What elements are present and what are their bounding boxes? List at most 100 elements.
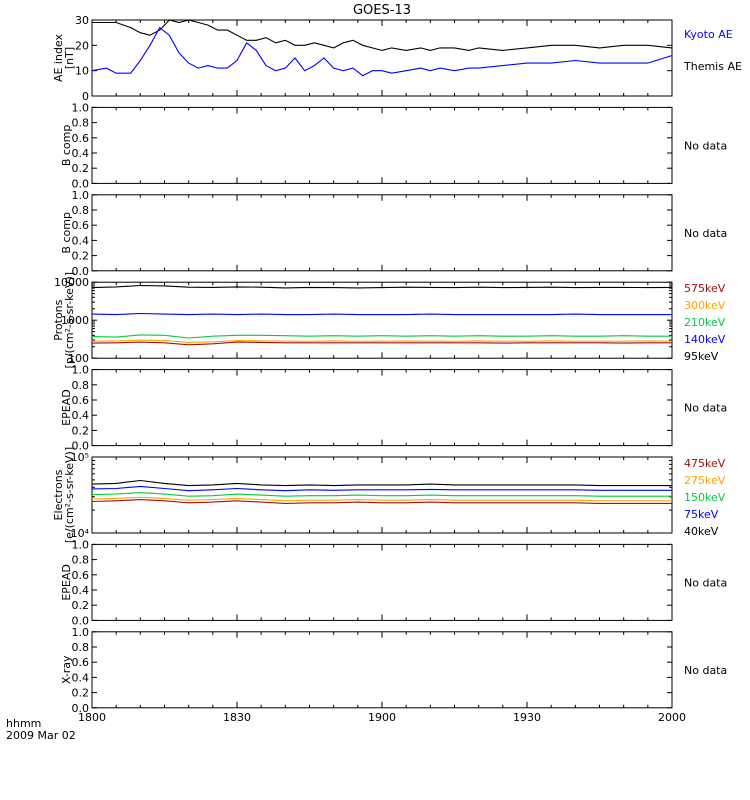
y-tick-label: 0.2 — [72, 599, 90, 612]
series-line — [92, 19, 673, 51]
x-tick-label: 1900 — [368, 711, 396, 724]
y-tick-label: 0.0 — [72, 177, 90, 190]
y-tick-label: 10000 — [54, 276, 89, 289]
y-tick-label: 20 — [75, 39, 89, 52]
panel-protons: 100 1000 10000 Protons[p/(cm²-s-sr-keV)] 575… — [52, 272, 726, 369]
y-tick-label: 0.2 — [72, 687, 90, 700]
y-tick-label: 0.4 — [72, 234, 90, 247]
y-tick-label: 1.0 — [72, 538, 90, 551]
y-tick-label: 0.4 — [72, 584, 90, 597]
y-tick-label: 0.2 — [72, 424, 90, 437]
y-tick-label: 0.8 — [72, 379, 90, 392]
legend-entry: 40keV — [684, 525, 719, 538]
legend-entry: 300keV — [684, 299, 726, 312]
y-tick-label: 10 — [75, 65, 89, 78]
series-line — [91, 26, 673, 77]
legend-entry: Kyoto AE — [684, 28, 733, 41]
y-axis-label: EPEAD — [60, 564, 73, 601]
panel-frame — [91, 631, 673, 709]
y-tick-label: 1000 — [61, 314, 89, 327]
y-axis-label: B comp — [60, 125, 73, 167]
panel-frame — [91, 19, 673, 97]
footer-date: 2009 Mar 02 — [6, 729, 76, 742]
legend-entry: 140keV — [684, 333, 726, 346]
y-tick-label: 0.8 — [72, 117, 90, 130]
y-tick-label: 0.0 — [72, 440, 90, 453]
y-tick-label: 0.0 — [72, 265, 90, 278]
panel-frame — [91, 106, 673, 184]
y-tick-label: 0.0 — [72, 702, 90, 715]
legend-entry: 210keV — [684, 316, 726, 329]
y-tick-label: 30 — [75, 14, 89, 27]
y-axis-label: [nT] — [63, 47, 76, 69]
y-tick-label: 0.8 — [72, 554, 90, 567]
x-tick-label: 1830 — [223, 711, 251, 724]
y-axis-label: AE index — [52, 33, 65, 82]
y-axis-label: X-ray — [60, 655, 73, 684]
x-tick-label: 1930 — [513, 711, 541, 724]
y-tick-label: 1.0 — [72, 364, 90, 377]
x-axis: 1800 1830 1900 1930 2000 — [78, 711, 686, 724]
series-line — [91, 339, 673, 343]
series-line — [91, 492, 672, 497]
panel-ae: 0 10 20 30 AE index[nT] Kyoto AE Themis AE — [52, 14, 742, 103]
y-tick-label: 0.8 — [72, 204, 90, 217]
y-axis-label: [e/(cm²-s-sr-keV)] — [63, 447, 76, 543]
legend-entry: 575keV — [684, 282, 726, 295]
legend-entry: 150keV — [684, 491, 726, 504]
series-line — [91, 341, 672, 346]
y-tick-label: 100 — [68, 352, 89, 365]
series-line — [91, 479, 672, 487]
y-tick-label: 0.6 — [72, 394, 90, 407]
y-tick-label: 0.2 — [72, 250, 90, 263]
y-tick-label: 0.6 — [72, 569, 90, 582]
x-tick-label: 2000 — [658, 711, 686, 724]
panel-xray: 0.0 0.2 0.4 0.6 0.8 1.0 X-ray No data — [60, 626, 727, 715]
y-tick-label: 10⁵ — [71, 451, 89, 464]
series-line — [91, 334, 672, 339]
y-axis-label: B comp — [60, 212, 73, 254]
y-axis-label: Electrons — [52, 469, 65, 520]
panel-frame — [91, 194, 673, 272]
series-line — [91, 312, 672, 316]
panel-frame — [91, 369, 673, 447]
legend-entry: 75keV — [684, 508, 719, 521]
panel-bcomp2: 0.0 0.2 0.4 0.6 0.8 1.0 B comp No data — [60, 189, 727, 278]
panel-electrons: 10⁴ 10⁵ Electrons[e/(cm²-s-sr-keV)] 475keV 2… — [52, 447, 726, 543]
panel-frame — [91, 281, 673, 359]
y-axis-label: EPEAD — [60, 389, 73, 426]
panel-bcomp1: 0.0 0.2 0.4 0.6 0.8 1.0 B comp No data — [60, 101, 727, 190]
y-tick-label: 0.2 — [72, 162, 90, 175]
y-tick-label: 1.0 — [72, 189, 90, 202]
no-data-label: No data — [684, 227, 727, 240]
panel-epead1: 0.0 0.2 0.4 0.6 0.8 1.0 EPEAD No data — [60, 364, 727, 453]
y-tick-label: 0 — [82, 90, 89, 103]
footer-hhmm: hhmm — [6, 717, 41, 730]
y-tick-label: 0.6 — [72, 656, 90, 669]
y-tick-label: 0.4 — [72, 147, 90, 160]
no-data-label: No data — [684, 402, 727, 415]
panel-frame — [91, 543, 673, 621]
legend-entry: 275keV — [684, 474, 726, 487]
series-line — [91, 499, 672, 504]
y-tick-label: 0.6 — [72, 132, 90, 145]
legend-entry: 95keV — [684, 350, 719, 363]
y-tick-label: 0.6 — [72, 219, 90, 232]
legend-entry: Themis AE — [683, 60, 742, 73]
y-tick-label: 0.4 — [72, 671, 90, 684]
y-tick-label: 0.8 — [72, 641, 90, 654]
legend-entry: 475keV — [684, 457, 726, 470]
figure-title: GOES-13 — [353, 3, 411, 18]
series-line — [91, 284, 673, 289]
no-data-label: No data — [684, 576, 727, 589]
y-axis-label: [p/(cm²-s-sr-keV)] — [63, 272, 76, 369]
no-data-label: No data — [684, 139, 727, 152]
y-tick-label: 0.4 — [72, 409, 90, 422]
y-tick-label: 10⁴ — [71, 527, 90, 540]
panel-epead2: 0.0 0.2 0.4 0.6 0.8 1.0 EPEAD No data — [60, 538, 727, 627]
no-data-label: No data — [684, 664, 727, 677]
y-tick-label: 0.0 — [72, 614, 90, 627]
series-line — [91, 485, 672, 492]
